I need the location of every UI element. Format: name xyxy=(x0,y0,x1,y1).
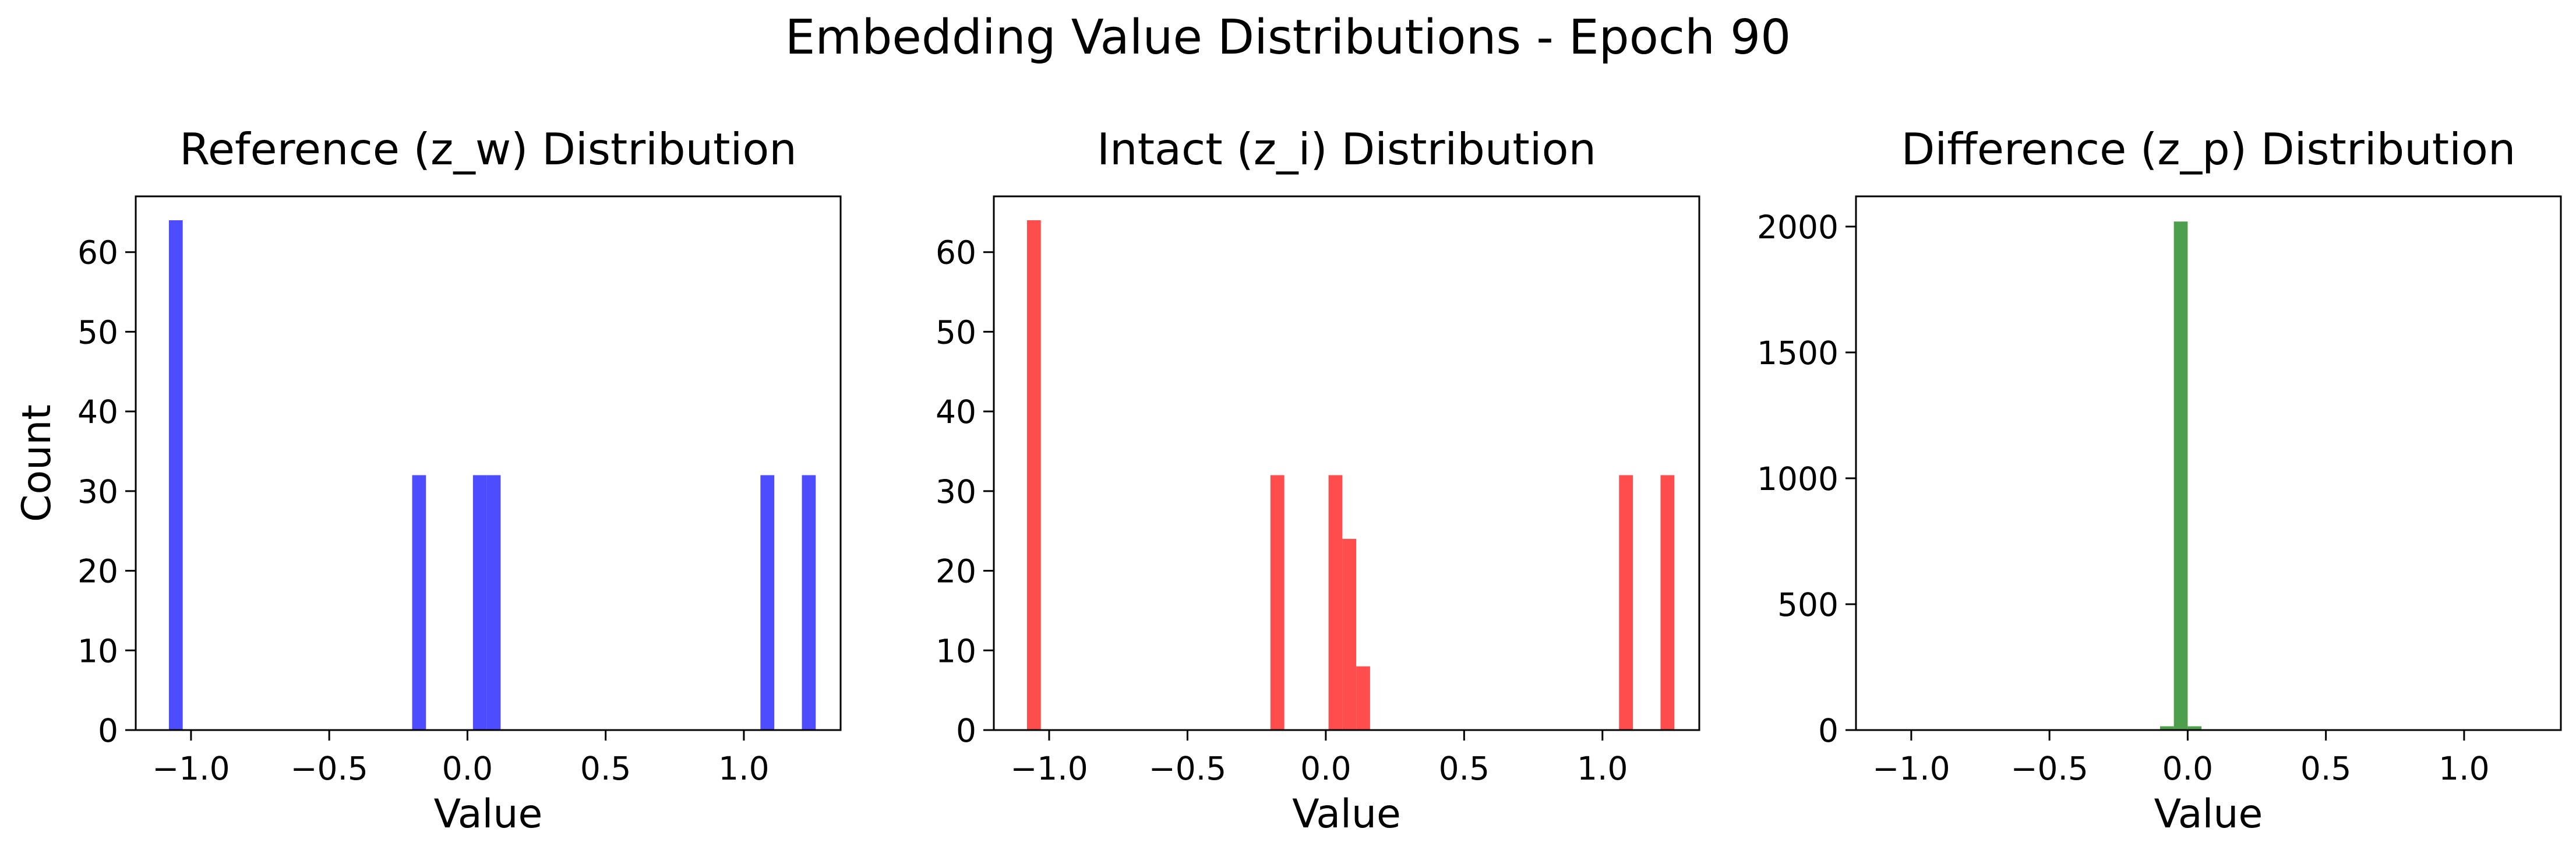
histogram-bar xyxy=(168,220,183,731)
histogram-bar xyxy=(1328,475,1343,730)
y-tick-label: 10 xyxy=(936,632,976,669)
panel-title: Reference (z_w) Distribution xyxy=(179,124,797,175)
x-tick-label: −0.5 xyxy=(1149,750,1227,787)
y-tick-label: 60 xyxy=(936,234,976,272)
y-tick-label: 500 xyxy=(1777,586,1839,623)
y-tick-label: 20 xyxy=(77,553,118,590)
x-tick-label: 0.0 xyxy=(1300,750,1351,787)
histogram-bar xyxy=(1270,475,1285,730)
x-tick-label: 0.0 xyxy=(2162,750,2213,787)
panel-2: −1.0 −0.5 0.0 0.5 1.0 0 10 20 30 40 50 60 Intact (z_… xyxy=(936,124,1700,837)
y-tick-label: 40 xyxy=(77,393,118,431)
histogram-bar xyxy=(2159,726,2174,730)
x-axis-label: Value xyxy=(2154,791,2263,837)
y-tick-label: 2000 xyxy=(1757,209,1839,246)
figure-title: Embedding Value Distributions - Epoch 90 xyxy=(785,10,1791,65)
panel-title: Difference (z_p) Distribution xyxy=(1901,124,2516,175)
x-tick-label: −1.0 xyxy=(152,750,230,787)
histogram-bar xyxy=(1356,666,1370,730)
y-tick-label: 0 xyxy=(98,712,118,749)
x-tick-label: −1.0 xyxy=(1010,750,1088,787)
x-tick-label: 1.0 xyxy=(718,750,769,787)
histogram-bar xyxy=(472,475,487,730)
histogram-bar xyxy=(1026,220,1041,731)
x-tick-label: 0.5 xyxy=(1439,750,1490,787)
plot-frame xyxy=(135,195,842,731)
x-axis-label: Value xyxy=(1292,791,1401,837)
x-tick-label: 1.0 xyxy=(2439,750,2489,787)
panel-3: −1.0 −0.5 0.0 0.5 1.0 0 500 1000 1500 2000 Differe… xyxy=(1757,124,2562,837)
y-tick-label: 30 xyxy=(936,473,976,510)
x-tick-label: −1.0 xyxy=(1872,750,1950,787)
y-tick-label: 1000 xyxy=(1757,460,1839,498)
x-tick-label: 0.5 xyxy=(580,750,631,787)
y-tick-label: 30 xyxy=(77,473,118,510)
plot-frame xyxy=(1855,195,2562,731)
y-tick-label: 1500 xyxy=(1757,334,1839,372)
plot-frame xyxy=(993,195,1700,731)
panel-title: Intact (z_i) Distribution xyxy=(1097,124,1596,175)
histogram-bar xyxy=(486,475,501,730)
x-tick-label: −0.5 xyxy=(290,750,368,787)
histogram-bar xyxy=(2173,221,2188,731)
panels: −1.0 −0.5 0.0 0.5 1.0 0 10 20 30 40 50 60 Reference … xyxy=(77,124,2562,837)
y-tick-label: 20 xyxy=(936,553,976,590)
x-tick-label: 1.0 xyxy=(1577,750,1628,787)
y-tick-label: 40 xyxy=(936,393,976,431)
x-tick-label: 0.5 xyxy=(2300,750,2351,787)
x-axis-label: Value xyxy=(434,791,543,837)
histogram-bar xyxy=(802,475,816,730)
y-axis-label: Count xyxy=(14,404,60,522)
x-tick-label: −0.5 xyxy=(2010,750,2088,787)
histogram-bar xyxy=(412,475,426,730)
y-tick-label: 50 xyxy=(77,313,118,351)
panel-1: −1.0 −0.5 0.0 0.5 1.0 0 10 20 30 40 50 60 Reference … xyxy=(77,124,842,837)
y-tick-label: 0 xyxy=(956,712,976,749)
histogram-bar xyxy=(2187,726,2202,730)
y-tick-label: 0 xyxy=(1818,712,1839,749)
y-tick-label: 60 xyxy=(77,234,118,272)
histogram-bar xyxy=(760,475,775,730)
y-tick-label: 10 xyxy=(77,632,118,669)
histogram-bar xyxy=(1342,538,1357,730)
histogram-bar xyxy=(1619,475,1633,730)
y-tick-label: 50 xyxy=(936,313,976,351)
histogram-bar xyxy=(1660,475,1675,730)
x-tick-label: 0.0 xyxy=(442,750,493,787)
